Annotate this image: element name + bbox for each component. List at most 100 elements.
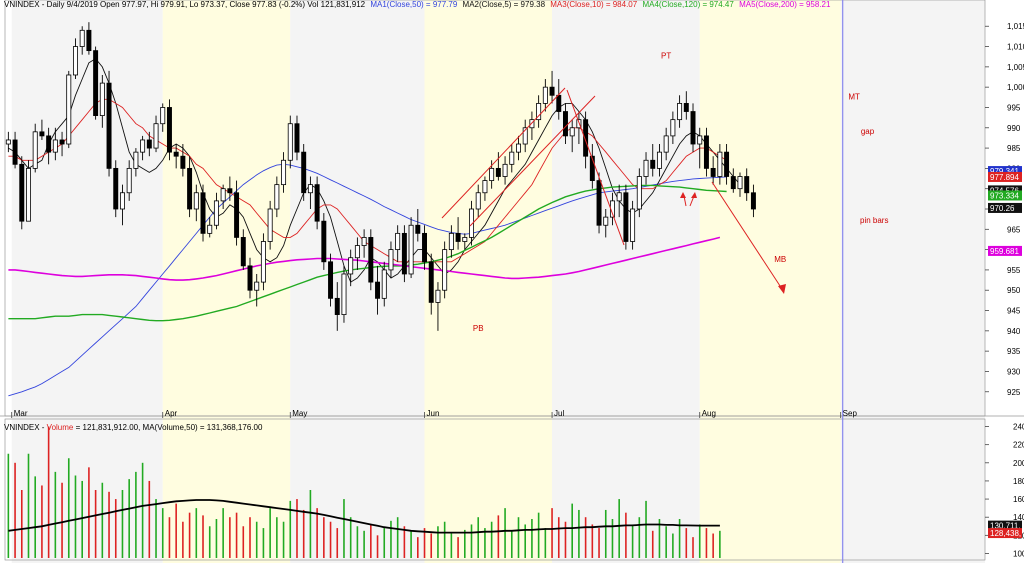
candle (710, 156, 716, 185)
candle (220, 184, 226, 209)
candle-body (220, 188, 226, 202)
candle (562, 103, 568, 145)
candle-body (200, 192, 206, 234)
candle (589, 144, 595, 189)
candle-body (234, 192, 240, 238)
candle (482, 176, 488, 201)
candle (724, 144, 730, 185)
candle (294, 115, 300, 161)
trendline-pt-mb (566, 89, 625, 246)
candle (348, 249, 354, 287)
candle (140, 135, 146, 161)
month-label: Mar (14, 409, 28, 418)
candle-body (294, 123, 300, 153)
candle (52, 127, 58, 161)
candle-body (328, 261, 334, 299)
price-header: VNINDEX - Daily 9/4/2019 Open 977.97, Hi… (4, 0, 831, 9)
candle-body (596, 180, 602, 226)
candle-body (502, 163, 508, 177)
candle (72, 38, 78, 80)
candle (656, 144, 662, 177)
volume-tick-label: 180M (1013, 477, 1024, 486)
candle-body (690, 111, 696, 145)
candle (569, 119, 575, 153)
annotation-label: PT (661, 52, 671, 61)
volume-tick-label: 160M (1013, 495, 1024, 504)
month-label: Sep (843, 409, 858, 418)
candle-body (361, 237, 367, 246)
candle-body (495, 167, 501, 177)
annotation-label: MB (774, 255, 786, 264)
price-tick-label: 955 (1007, 266, 1021, 275)
volume-header-rest: = 121,831,912.00, MA(Volume,50) = 131,36… (76, 423, 263, 432)
candle-body (260, 241, 266, 283)
candle (227, 176, 233, 201)
candle (690, 103, 696, 153)
price-tick-label: 925 (1007, 388, 1021, 397)
price-header-prefix: VNINDEX - Daily 9/4/2019 Open 977.97, Hi… (4, 0, 366, 9)
candle-body (375, 281, 381, 299)
candle (213, 192, 219, 230)
candle-body (113, 167, 119, 210)
candle (19, 156, 25, 230)
annotation-label: pin bars (860, 216, 888, 225)
candle-body (489, 167, 495, 181)
month-band (552, 0, 700, 563)
candle-body (267, 208, 273, 242)
candle-body (516, 143, 521, 153)
candle (381, 261, 387, 307)
candle-body (569, 127, 575, 137)
candle-body (334, 297, 340, 315)
candle (428, 253, 434, 315)
data-marks (5, 22, 756, 558)
candle-body (240, 237, 246, 267)
candle-body (140, 139, 146, 153)
month-band (11, 0, 163, 563)
price-tick-label: 995 (1007, 103, 1021, 112)
candle-body (435, 289, 441, 303)
candle (26, 160, 31, 222)
candle (516, 135, 521, 161)
trendline-pb-arrow (711, 181, 785, 293)
candle (46, 127, 52, 165)
candle (307, 176, 313, 209)
volume-badge-bg (988, 528, 1022, 539)
candle (193, 184, 199, 222)
volume-header-prefix: VNINDEX - (4, 423, 47, 432)
candle-body (59, 139, 65, 145)
ma1-label: MA1(Close,50) = 977.79 (370, 0, 457, 9)
candle (133, 148, 139, 177)
candle-body (616, 192, 622, 202)
candle-body (536, 103, 542, 121)
candle (160, 103, 166, 132)
candle-body (469, 208, 474, 238)
candle-body (428, 261, 434, 303)
candle-body (556, 94, 562, 112)
month-band (162, 0, 291, 563)
candle-body (422, 232, 428, 263)
candle (650, 144, 656, 177)
price-tick-label: 940 (1007, 327, 1021, 336)
candle (86, 22, 92, 55)
ma120-line (8, 184, 727, 322)
candle-body (475, 192, 481, 210)
price-badge-bg (988, 202, 1022, 213)
candle (415, 209, 421, 242)
candle (643, 152, 649, 185)
volume-tick-label: 220M (1013, 441, 1024, 450)
candle (5, 131, 11, 153)
price-badge-bg (988, 185, 1022, 196)
candle (260, 233, 266, 291)
candle-body (66, 74, 72, 145)
month-label: Aug (702, 409, 716, 418)
candle (529, 111, 535, 140)
candle-body (32, 131, 38, 169)
price-badge-text: 970.26 (990, 204, 1015, 213)
candle (422, 225, 428, 270)
candle-body (99, 82, 105, 116)
candle (522, 119, 528, 153)
trendline-upper (441, 87, 566, 219)
month-label: Jul (554, 409, 564, 418)
candle (12, 131, 18, 169)
candle (166, 99, 172, 161)
